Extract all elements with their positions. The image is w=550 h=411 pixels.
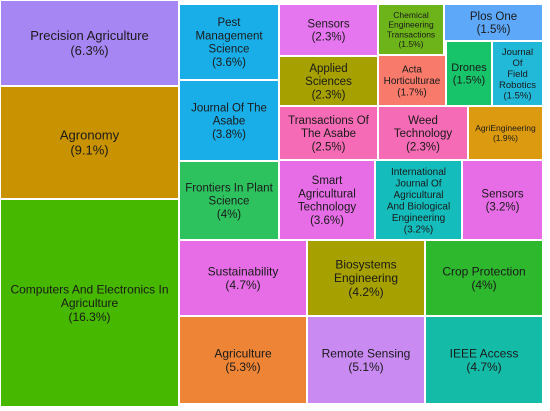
treemap-tile-percent: (3.6%) <box>212 57 246 69</box>
treemap-tile: Transactions Of The Asabe(2.5%) <box>278 105 379 161</box>
treemap-tile: Chemical Engineering Transactions(1.5%) <box>377 3 445 56</box>
treemap-tile: Drones(1.5%) <box>445 40 493 107</box>
treemap-tile-rect <box>443 3 544 42</box>
treemap-tile-label: Journal Of Field Robotics <box>499 47 536 91</box>
treemap-tile: Smart Agricultural Technology (3.6%) <box>278 159 376 241</box>
treemap-tile-label: Journal Of The Asabe <box>191 102 267 127</box>
treemap-tile-percent: (4%) <box>217 209 241 221</box>
treemap-tile: Biosystems Engineering(4.2%) <box>306 239 426 317</box>
treemap-tile: Agriculture(5.3%) <box>178 315 308 405</box>
treemap-tile-label: Sustainability <box>208 264 279 278</box>
treemap-tile-percent: (4.2%) <box>348 285 383 299</box>
treemap-tile-percent: (6.3%) <box>70 43 108 58</box>
treemap-tile-label: Acta Horticulturae <box>384 65 441 88</box>
treemap-tile: Acta Horticulturae(1.7%) <box>377 54 447 107</box>
treemap-tile: Sensors (2.3%) <box>278 3 379 57</box>
treemap-tile-percent: (2.3%) <box>406 141 440 153</box>
treemap-tile-label: Pest Management Science <box>195 17 263 55</box>
treemap-tile-label: Agriculture <box>214 346 272 360</box>
treemap-tile-rect <box>377 54 447 107</box>
treemap-tile-percent: (3.2%) <box>486 202 520 214</box>
treemap-tile: Sensors (3.2%) <box>461 159 544 241</box>
treemap-tile-rect <box>306 239 426 317</box>
treemap-tile-percent: (4.7%) <box>466 360 501 374</box>
treemap-tile-percent: (5.1%) <box>348 360 383 374</box>
treemap-tile-label: Plos One <box>470 11 517 23</box>
treemap-tile-label: International Journal Of Agricultural And B… <box>387 167 450 224</box>
treemap-tile: Computers And Electronics In Agriculture(… <box>0 198 180 408</box>
treemap-tile-label: Transactions Of The Asabe <box>288 115 370 140</box>
treemap-tile: Crop Protection(4%) <box>424 239 544 317</box>
treemap-tile: AgriEngineering(1.9%) <box>467 105 544 161</box>
treemap-tile-rect <box>306 315 426 405</box>
treemap-tile-label: Frontiers In Plant Science <box>185 182 273 207</box>
treemap-tile-label: Precision Agriculture <box>30 28 149 43</box>
treemap-tile-percent: (1.7%) <box>397 88 426 99</box>
treemap-tile: Remote Sensing(5.1%) <box>306 315 426 405</box>
treemap-tile-rect <box>424 315 544 405</box>
treemap-tile-percent: (3.8%) <box>212 129 246 141</box>
treemap-tile-rect <box>491 40 544 107</box>
treemap-tile-label: Chemical Engineering Transactions <box>387 10 435 40</box>
treemap-tile-rect <box>467 105 544 161</box>
treemap-tile: Plos One(1.5%) <box>443 3 544 42</box>
treemap-tile-percent: (1.9%) <box>493 133 518 143</box>
treemap-tile: Precision Agriculture(6.3%) <box>0 0 180 87</box>
treemap-tile-percent: (4.7%) <box>225 278 260 292</box>
treemap-tile-percent: (2.3%) <box>312 32 346 44</box>
treemap-tile-label: Computers And Electronics In Agriculture <box>10 282 168 310</box>
treemap-tile: Pest Management Science (3.6%) <box>178 3 280 81</box>
treemap-tile: Weed Technology(2.3%) <box>377 105 469 161</box>
treemap-tile-percent: (5.3%) <box>225 360 260 374</box>
treemap-tile-percent: (2.3%) <box>312 89 346 101</box>
treemap-tile: Frontiers In Plant Science (4%) <box>178 160 280 241</box>
treemap-tile: Sustainability(4.7%) <box>178 239 308 317</box>
treemap-tile-rect <box>178 160 280 241</box>
treemap-tile: Journal Of Field Robotics(1.5%) <box>491 40 544 107</box>
treemap-tile-percent: (3.6%) <box>310 215 344 227</box>
treemap-tile-rect <box>0 198 180 408</box>
treemap-tile-label: Weed Technology <box>394 115 452 140</box>
treemap-tile-label: Agronomy <box>60 128 120 143</box>
treemap-tile-rect <box>278 3 379 57</box>
treemap-tile-label: Biosystems Engineering <box>334 257 398 285</box>
treemap-tile-label: Sensors <box>481 188 523 200</box>
treemap-tile-rect <box>178 79 280 162</box>
treemap-tile-percent: (9.1%) <box>70 143 108 158</box>
treemap-tile-label: Smart Agricultural Technology <box>298 175 356 213</box>
treemap-tile-rect <box>0 85 180 200</box>
treemap-tile-percent: (3.2%) <box>404 224 433 235</box>
treemap-tile-percent: (1.5%) <box>398 39 423 49</box>
treemap-tile-label: Applied Sciences <box>305 63 352 88</box>
treemap-tile-percent: (1.5%) <box>477 24 511 36</box>
treemap-tile: International Journal Of Agricultural And B… <box>374 159 463 241</box>
treemap-tile-percent: (2.5%) <box>312 141 346 153</box>
treemap-tile: IEEE Access(4.7%) <box>424 315 544 405</box>
treemap-tile-label: Remote Sensing <box>322 346 411 360</box>
treemap-tile-rect <box>178 315 308 405</box>
treemap-tile: Journal Of The Asabe (3.8%) <box>178 79 280 162</box>
treemap-tile-percent: (1.5%) <box>504 91 532 102</box>
treemap-tile-percent: (4%) <box>471 278 496 292</box>
treemap-tile: Applied Sciences(2.3%) <box>278 55 379 107</box>
treemap-tile-rect <box>445 40 493 107</box>
treemap-tile-rect <box>377 105 469 161</box>
treemap-tile-percent: (1.5%) <box>453 75 485 87</box>
treemap-tile-label: AgriEngineering <box>475 123 536 133</box>
treemap-tile-rect <box>178 239 308 317</box>
treemap-tile: Agronomy(9.1%) <box>0 85 180 200</box>
treemap-tile-rect <box>278 105 379 161</box>
treemap-tile-label: Crop Protection <box>442 264 525 278</box>
treemap-tile-percent: (16.3%) <box>68 310 110 324</box>
treemap-tile-label: Sensors <box>307 18 349 30</box>
treemap-tile-rect <box>178 3 280 81</box>
treemap-tile-label: IEEE Access <box>450 346 519 360</box>
treemap-tile-label: Drones <box>451 62 487 74</box>
treemap-tile-rect <box>374 159 463 241</box>
